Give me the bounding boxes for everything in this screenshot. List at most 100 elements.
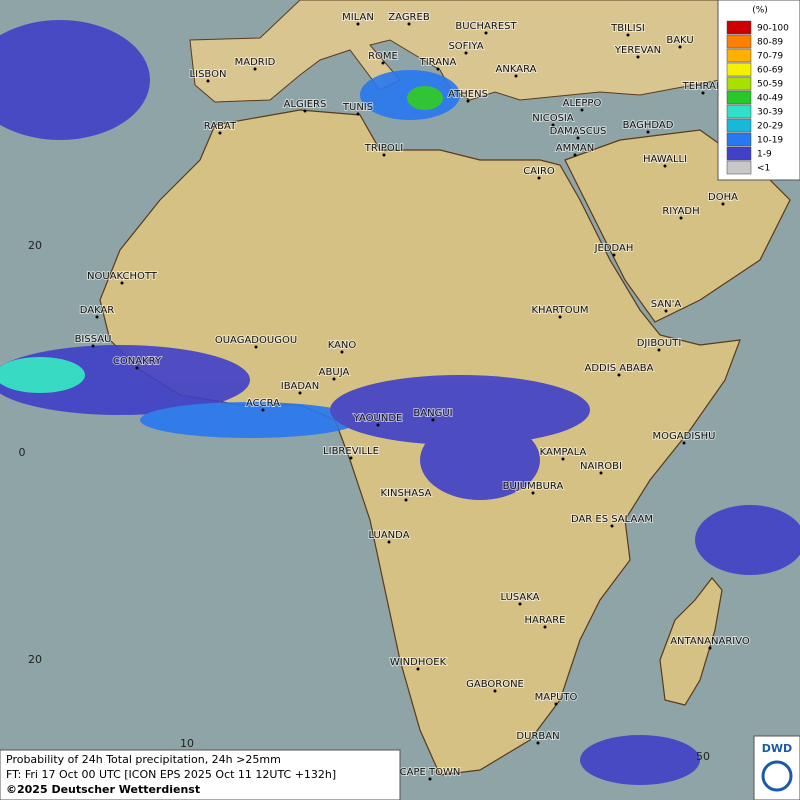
city-label: DAKAR [80,305,115,316]
legend-label: 40-49 [757,94,783,104]
grid-label: 0 [19,446,26,459]
city-label: LUSAKA [501,592,540,603]
city-label: ZAGREB [388,12,430,23]
city-label: DOHA [708,192,738,203]
city-label: DAR ES SALAAM [571,514,653,525]
city-label: CONAKRY [113,356,162,367]
logo-mark [761,760,793,792]
city-label: SOFIYA [448,41,483,52]
grid-label: 10 [180,737,194,750]
city-dot [554,702,558,706]
city-dot [518,602,522,606]
city-dot [678,45,682,49]
city-label: MILAN [342,12,374,23]
city-label: NOUAKCHOTT [87,271,158,282]
city-label: LISBON [190,69,227,80]
city-label: ACCRA [246,398,280,409]
city-label: OUAGADOUGOU [215,335,297,346]
city-dot [610,524,614,528]
city-label: BISSAU [75,334,112,345]
precip-area [330,375,590,445]
city-dot [708,646,712,650]
city-dot [466,99,470,103]
city-label: RABAT [204,121,237,132]
grid-label: 50 [696,750,710,763]
legend-swatch [726,34,752,49]
city-dot [536,741,540,745]
precip-area [0,357,85,393]
city-label: ANKARA [496,64,537,75]
city-dot [340,350,344,354]
legend-label: 90-100 [757,24,789,34]
city-dot [721,202,725,206]
footer-line: Probability of 24h Total precipitation, … [6,753,281,766]
city-label: BUJUMBURA [503,481,564,492]
grid-label: 20 [28,239,42,252]
city-dot [387,540,391,544]
city-label: TUNIS [342,102,373,113]
precip-area [695,505,800,575]
city-label: BUCHAREST [455,21,517,32]
city-dot [332,377,336,381]
legend-swatch [726,90,752,105]
city-dot [617,373,621,377]
legend-swatch [726,48,752,63]
city-dot [91,344,95,348]
city-dot [612,253,616,257]
legend-unit: (%) [752,6,768,16]
city-dot [416,667,420,671]
legend-label: 10-19 [757,136,783,146]
city-label: BAKU [666,35,693,46]
city-label: KINSHASA [380,488,431,499]
city-label: KHARTOUM [531,305,588,316]
city-label: DJIBOUTI [637,338,682,349]
legend-label: 30-39 [757,108,783,118]
city-dot [428,777,432,781]
city-dot [701,91,705,95]
city-dot [218,131,222,135]
city-dot [493,689,497,693]
city-label: ALGIERS [284,99,327,110]
city-dot [254,345,258,349]
city-dot [558,315,562,319]
city-dot [261,408,265,412]
city-label: TRIPOLI [364,143,403,154]
city-label: GABORONE [466,679,524,690]
city-label: KAMPALA [540,447,587,458]
city-dot [376,423,380,427]
legend-swatch [726,146,752,161]
city-label: YEREVAN [614,45,661,56]
city-dot [561,457,565,461]
legend-label: 1-9 [757,150,772,160]
city-label: BANGUI [413,408,452,419]
legend-label: 20-29 [757,122,783,132]
city-label: RIYADH [662,206,699,217]
city-dot [664,309,668,313]
city-dot [484,31,488,35]
city-label: ALEPPO [563,98,602,109]
city-dot [407,22,411,26]
city-dot [657,348,661,352]
city-dot [682,441,686,445]
city-label: ROME [368,51,398,62]
city-label: TBILISI [610,23,645,34]
city-dot [431,418,435,422]
footer-line: FT: Fri 17 Oct 00 UTC [ICON EPS 2025 Oct… [6,768,336,781]
city-dot [381,61,385,65]
city-label: CAPE TOWN [400,767,461,778]
legend-swatch [726,160,752,175]
city-dot [253,67,257,71]
precipitation [0,20,800,785]
city-label: MADRID [235,57,276,68]
legend-label: 60-69 [757,66,783,76]
precip-area [0,20,150,140]
city-label: DURBAN [516,731,559,742]
city-label: IBADAN [281,381,320,392]
city-dot [382,153,386,157]
city-label: MAPUTO [535,692,578,703]
city-dot [663,164,667,168]
precip-area [420,420,540,500]
city-label: LUANDA [368,530,409,541]
city-label: WINDHOEK [390,657,447,668]
precip-area [407,86,443,110]
